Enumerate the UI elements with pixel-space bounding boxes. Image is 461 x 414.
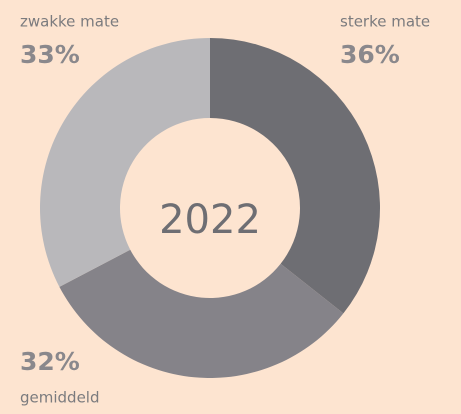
slice-name: gemiddeld	[20, 389, 100, 407]
slice-value-label: 36%	[340, 40, 400, 69]
slices	[39, 38, 380, 379]
donut-slice	[39, 38, 210, 287]
center-label: 2022	[159, 197, 261, 243]
slice-name: zwakke mate	[20, 13, 119, 31]
donut-slice	[210, 38, 380, 314]
slice-name: sterke mate	[340, 13, 430, 31]
slice-value-label: 32%	[20, 347, 80, 376]
donut-slice	[59, 249, 344, 379]
slice-value-label: 33%	[20, 40, 80, 69]
